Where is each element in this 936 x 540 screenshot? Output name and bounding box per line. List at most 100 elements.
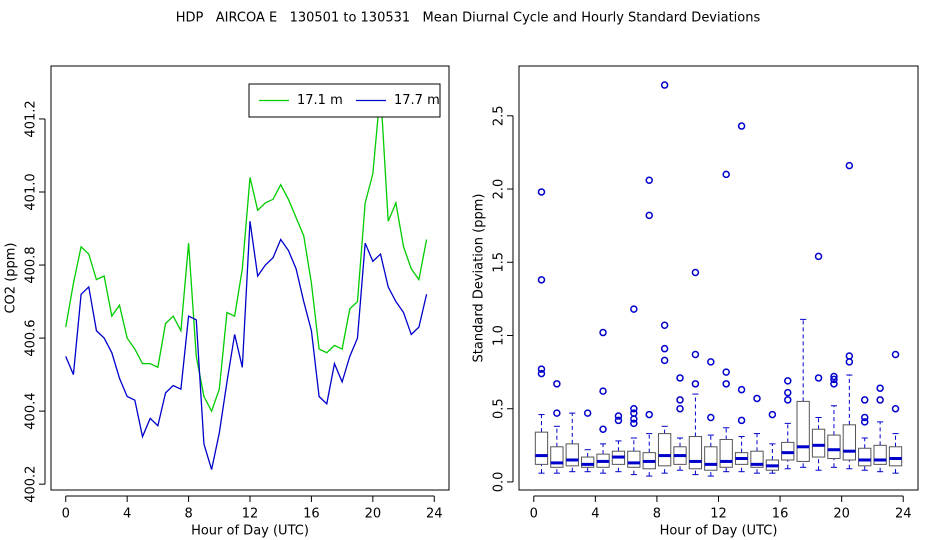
outlier bbox=[830, 372, 838, 381]
outlier bbox=[784, 388, 792, 397]
outlier bbox=[691, 350, 700, 359]
y-tick-label: 2.5 bbox=[492, 105, 507, 126]
x-tick-label: 0 bbox=[62, 507, 70, 522]
outlier bbox=[599, 387, 607, 395]
outlier bbox=[784, 396, 792, 404]
x-tick-label: 24 bbox=[426, 507, 443, 522]
x-tick-label: 16 bbox=[303, 507, 320, 522]
x-axis-label: Hour of Day (UTC) bbox=[660, 524, 778, 539]
outlier bbox=[553, 409, 561, 417]
outlier bbox=[660, 344, 669, 353]
box bbox=[719, 438, 733, 468]
outlier bbox=[737, 122, 746, 130]
x-tick-label: 4 bbox=[591, 507, 599, 522]
outlier bbox=[707, 413, 715, 422]
figure-title: HDP AIRCOA E 130501 to 130531 Mean Diurn… bbox=[176, 11, 761, 26]
outlier bbox=[784, 377, 792, 385]
outlier bbox=[645, 176, 653, 184]
outlier bbox=[553, 380, 561, 388]
outlier bbox=[707, 358, 715, 366]
x-tick-label: 8 bbox=[653, 507, 661, 522]
outlier bbox=[768, 410, 777, 419]
outlier bbox=[599, 425, 607, 433]
y-tick-label: 0.0 bbox=[492, 472, 507, 493]
box bbox=[873, 444, 887, 465]
outlier bbox=[737, 385, 746, 394]
y-axis-label: CO2 (ppm) bbox=[4, 242, 19, 313]
x-tick-label: 12 bbox=[710, 507, 727, 522]
y-axis-label: Standard Deviation (ppm) bbox=[472, 194, 487, 363]
outlier bbox=[537, 369, 546, 378]
line-series bbox=[65, 89, 428, 413]
x-tick-label: 16 bbox=[772, 507, 789, 522]
outlier bbox=[660, 81, 669, 89]
outlier bbox=[676, 404, 684, 413]
outlier bbox=[614, 412, 623, 420]
outlier bbox=[645, 410, 653, 419]
outlier bbox=[876, 396, 884, 404]
outlier bbox=[660, 356, 669, 365]
y-tick-label: 1.0 bbox=[492, 325, 507, 346]
outlier bbox=[537, 276, 546, 284]
outlier bbox=[753, 394, 761, 403]
outlier bbox=[891, 350, 900, 359]
line-series bbox=[65, 221, 428, 470]
outlier bbox=[630, 419, 638, 428]
outlier bbox=[691, 380, 700, 388]
x-tick-label: 24 bbox=[895, 507, 912, 522]
y-tick-label: 400.2 bbox=[24, 466, 39, 503]
outlier bbox=[599, 328, 607, 337]
x-tick-label: 12 bbox=[242, 507, 259, 522]
y-tick-label: 2.0 bbox=[492, 179, 507, 200]
box bbox=[842, 424, 857, 461]
outlier bbox=[860, 396, 869, 404]
box bbox=[888, 446, 903, 467]
outlier bbox=[737, 416, 746, 425]
outlier bbox=[860, 413, 869, 422]
box bbox=[688, 436, 703, 470]
y-tick-label: 1.5 bbox=[492, 252, 507, 273]
legend-label: 17.1 m bbox=[297, 93, 343, 108]
x-tick-label: 20 bbox=[365, 507, 382, 522]
y-tick-label: 400.4 bbox=[24, 393, 39, 430]
y-tick-label: 401.2 bbox=[24, 100, 39, 137]
legend-label: 17.7 m bbox=[394, 93, 440, 108]
x-tick-label: 4 bbox=[123, 507, 131, 522]
box bbox=[811, 428, 826, 458]
box bbox=[858, 447, 872, 467]
outlier bbox=[676, 396, 684, 404]
box bbox=[627, 450, 641, 468]
outlier bbox=[583, 409, 592, 417]
box bbox=[580, 456, 595, 468]
outlier bbox=[722, 380, 730, 388]
outlier bbox=[660, 321, 669, 329]
box bbox=[827, 434, 841, 460]
outlier bbox=[845, 358, 854, 366]
y-tick-label: 400.6 bbox=[24, 319, 39, 356]
outlier bbox=[876, 384, 884, 392]
box bbox=[657, 433, 672, 467]
outlier bbox=[722, 170, 730, 179]
outlier bbox=[830, 375, 838, 384]
x-axis-label: Hour of Day (UTC) bbox=[191, 524, 309, 539]
outlier bbox=[814, 252, 823, 261]
box bbox=[704, 446, 718, 471]
x-tick-label: 8 bbox=[184, 507, 192, 522]
outlier bbox=[614, 416, 623, 425]
outlier bbox=[537, 365, 546, 373]
box bbox=[796, 400, 810, 462]
outlier bbox=[891, 404, 900, 413]
y-tick-label: 0.5 bbox=[492, 398, 507, 419]
outlier bbox=[676, 374, 684, 382]
outlier bbox=[630, 404, 638, 413]
box bbox=[534, 431, 549, 465]
outlier bbox=[645, 211, 653, 220]
outlier bbox=[830, 380, 838, 388]
outlier bbox=[537, 188, 546, 196]
y-tick-label: 400.8 bbox=[24, 246, 39, 283]
outlier bbox=[845, 161, 854, 170]
outlier bbox=[722, 368, 730, 376]
plot-frame bbox=[518, 65, 919, 491]
outlier bbox=[691, 268, 700, 277]
